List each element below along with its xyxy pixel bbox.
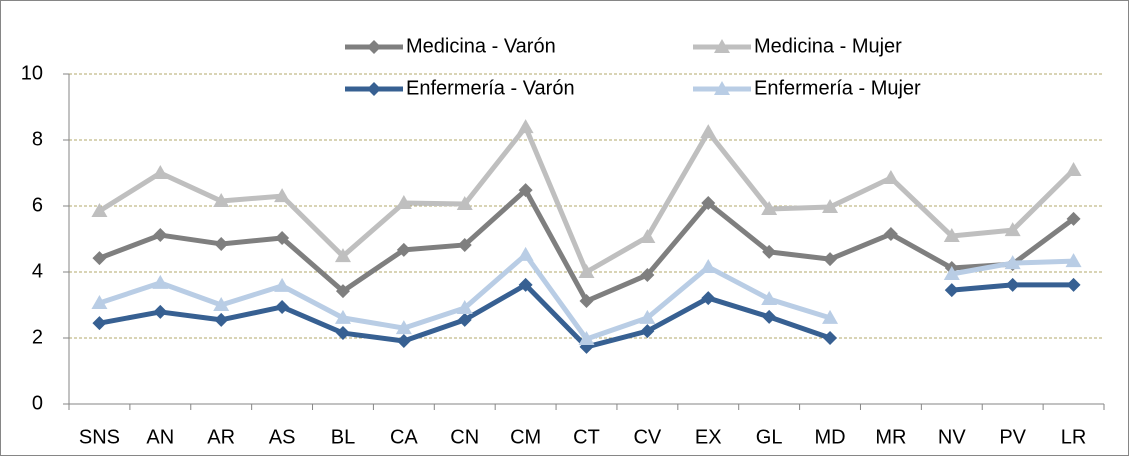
legend-marker [367, 40, 381, 54]
data-point [395, 195, 412, 210]
data-point [943, 228, 960, 243]
data-point [823, 252, 838, 267]
data-point [92, 316, 107, 331]
legend-label: Enfermería - Varón [406, 77, 575, 99]
data-point [822, 198, 839, 213]
data-point [91, 295, 108, 310]
data-point [395, 320, 412, 335]
data-point [701, 196, 716, 211]
x-tick-label: CM [510, 426, 541, 448]
data-point [152, 274, 169, 289]
data-point [943, 265, 960, 280]
x-tick-label: MR [875, 426, 906, 448]
x-tick-label: LR [1061, 426, 1087, 448]
data-point [152, 165, 169, 179]
data-point [701, 291, 716, 306]
data-point [274, 277, 291, 292]
x-tick-label: PV [999, 426, 1026, 448]
data-point [578, 264, 595, 278]
data-point [213, 193, 230, 208]
data-point [213, 297, 230, 311]
data-point [1004, 222, 1021, 237]
x-tick-label: NV [938, 426, 966, 448]
x-tick-label: CN [450, 426, 479, 448]
data-point [1004, 255, 1021, 270]
data-point [518, 183, 533, 198]
data-point [639, 229, 656, 244]
data-point [456, 196, 473, 211]
data-point [1065, 253, 1082, 268]
data-point [882, 169, 899, 184]
y-tick-label: 0 [32, 392, 43, 414]
x-tick-label: EX [695, 426, 722, 448]
data-point [91, 202, 108, 217]
data-point [1005, 277, 1020, 292]
y-tick-label: 6 [32, 194, 43, 216]
legend-marker [714, 39, 730, 53]
data-point [700, 259, 717, 274]
data-point [517, 119, 534, 134]
data-point [883, 227, 898, 242]
x-tick-label: AN [146, 426, 174, 448]
data-point [335, 326, 350, 341]
data-point [517, 246, 534, 261]
data-point [396, 242, 411, 257]
legend-marker [714, 81, 730, 95]
data-point [639, 309, 656, 324]
data-point [92, 251, 107, 266]
y-tick-label: 2 [32, 326, 43, 348]
y-tick-label: 4 [32, 260, 43, 282]
data-point [396, 333, 411, 348]
data-point [275, 299, 290, 314]
data-point [518, 277, 533, 292]
data-point [334, 248, 351, 263]
data-point [1066, 277, 1081, 292]
data-point [761, 291, 778, 306]
x-tick-label: AS [269, 426, 296, 448]
x-tick-label: BL [331, 426, 355, 448]
data-point [274, 188, 291, 203]
data-point [335, 284, 350, 299]
data-point [214, 312, 229, 327]
data-point [579, 294, 594, 309]
data-point [457, 237, 472, 252]
x-tick-label: CV [633, 426, 661, 448]
y-tick-label: 8 [32, 128, 43, 150]
data-point [823, 331, 838, 345]
y-tick-label: 10 [21, 62, 43, 84]
x-tick-label: GL [756, 426, 783, 448]
data-point [640, 324, 655, 339]
data-point [1065, 162, 1082, 177]
data-point [153, 304, 168, 319]
x-tick-label: SNS [79, 426, 120, 448]
data-point [275, 231, 290, 246]
legend-marker [367, 82, 381, 96]
x-tick-label: CT [573, 426, 600, 448]
data-point [762, 244, 777, 259]
x-tick-label: MD [814, 426, 845, 448]
data-point [640, 267, 655, 282]
data-point [456, 299, 473, 314]
data-point [153, 228, 168, 243]
data-point [822, 309, 839, 324]
x-tick-label: AR [207, 426, 235, 448]
legend-label: Medicina - Varón [406, 35, 556, 57]
data-point [761, 200, 778, 215]
data-point [214, 236, 229, 251]
data-point [944, 283, 959, 298]
x-tick-label: CA [390, 426, 418, 448]
data-point [762, 309, 777, 324]
data-point [334, 309, 351, 324]
data-point [578, 330, 595, 345]
legend-label: Medicina - Mujer [754, 35, 902, 57]
data-point [700, 124, 717, 139]
data-point [457, 312, 472, 327]
legend-label: Enfermería - Mujer [754, 77, 921, 99]
data-point [1066, 211, 1081, 226]
